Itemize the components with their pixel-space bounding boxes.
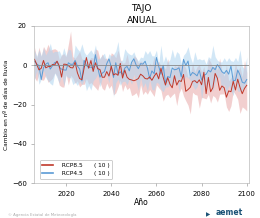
Text: ▶: ▶ bbox=[206, 212, 210, 217]
Text: © Agencia Estatal de Meteorología: © Agencia Estatal de Meteorología bbox=[8, 213, 76, 217]
Y-axis label: Cambio en nº de días de lluvia: Cambio en nº de días de lluvia bbox=[4, 59, 9, 150]
Legend:   RCP8.5      ( 10 ),   RCP4.5      ( 10 ): RCP8.5 ( 10 ), RCP4.5 ( 10 ) bbox=[40, 160, 112, 179]
Text: aemet: aemet bbox=[215, 208, 242, 217]
X-axis label: Año: Año bbox=[134, 198, 149, 207]
Title: TAJO
ANUAL: TAJO ANUAL bbox=[126, 4, 157, 25]
